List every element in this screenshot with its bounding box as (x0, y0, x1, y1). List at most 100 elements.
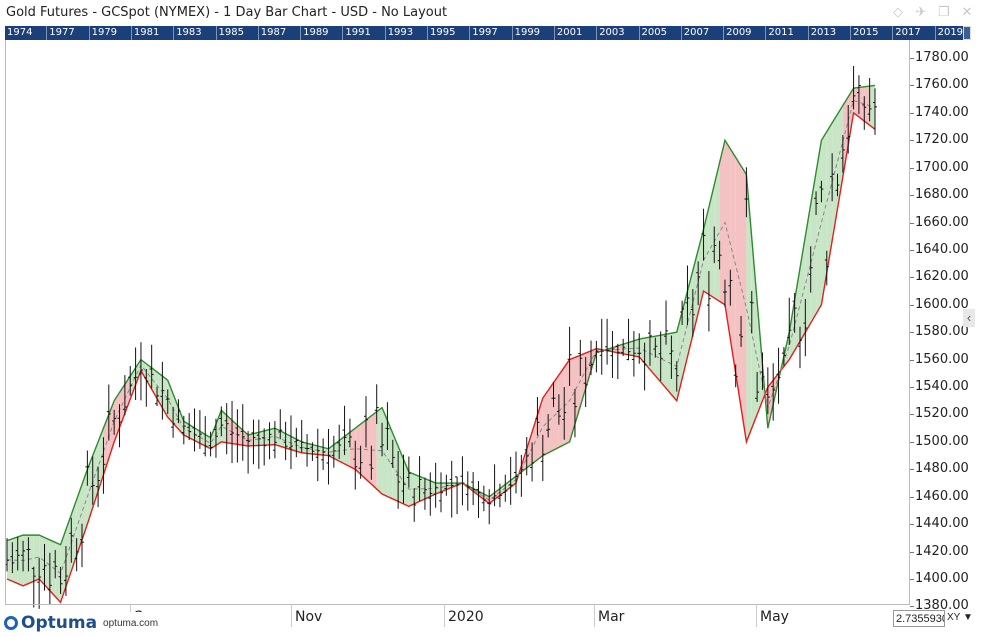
price-tick-label: 1660.00 (915, 214, 969, 230)
side-panel-toggle[interactable]: ‹ (963, 309, 975, 327)
price-tick-label: 1380.00 (915, 598, 969, 614)
bull-band-segment (290, 436, 297, 452)
bull-band-segment (655, 335, 661, 382)
bear-band-segment (858, 86, 865, 122)
bear-band-segment (719, 140, 725, 305)
bull-band-segment (258, 430, 265, 446)
bull-band-segment (676, 311, 683, 401)
price-tick (910, 387, 914, 389)
timeline-tick (215, 26, 217, 40)
price-tick (910, 249, 914, 251)
bear-band-segment (864, 86, 870, 126)
pin-icon[interactable]: ✈ (915, 4, 927, 19)
timeline-tick (130, 26, 132, 40)
timeline-year-label: 2015 (853, 27, 879, 38)
date-tick-label: Nov (295, 609, 323, 625)
date-tick (291, 604, 292, 627)
bull-band-segment (178, 407, 184, 436)
bear-band-segment (237, 425, 243, 446)
bear-band-segment (580, 353, 586, 407)
bull-band-segment (424, 478, 431, 499)
bull-band-segment (430, 480, 436, 497)
price-tick-label: 1720.00 (915, 132, 969, 148)
timeline-tick (596, 26, 598, 40)
bull-band-segment (805, 204, 811, 333)
bull-band-segment (671, 332, 677, 401)
bear-band-segment (569, 357, 575, 442)
bull-band-segment (39, 535, 45, 585)
bull-band-segment (510, 476, 517, 488)
timeline-year-label: 1985 (218, 27, 244, 38)
timeline-year-label: 1979 (91, 27, 118, 38)
bear-band-segment (553, 374, 559, 451)
bear-band-segment (564, 359, 570, 445)
bear-band-segment (767, 380, 774, 429)
brand-url: optuma.com (103, 617, 159, 629)
timeline-year-label: 1981 (133, 27, 160, 38)
timeline-year-label: 2019 (937, 27, 964, 38)
bull-band-segment (98, 428, 104, 492)
timeline-visible-window[interactable] (963, 26, 971, 40)
price-tick-label: 1780.00 (915, 50, 969, 65)
chevron-down-icon[interactable]: ▼ (963, 612, 973, 623)
timeline-year-label: 1999 (514, 27, 541, 38)
bull-band-segment (794, 268, 800, 351)
timeline-year-label: 2005 (641, 27, 667, 38)
window-controls: ◇ ✈ ❐ ✕ (891, 4, 974, 20)
price-tick-label: 1760.00 (915, 77, 969, 93)
xy-mode-button[interactable]: XY (947, 612, 961, 623)
timeline-year-label: 1974 (7, 27, 33, 38)
bear-band-segment (842, 96, 849, 177)
close-icon[interactable]: ✕ (961, 4, 973, 19)
bull-band-segment (339, 436, 345, 464)
bear-band-segment (232, 420, 238, 445)
bull-band-segment (499, 484, 506, 496)
bull-band-segment (826, 122, 833, 273)
timeline-tick (807, 26, 809, 40)
timeline-year-label: 1997 (472, 27, 498, 38)
bull-band-segment (157, 371, 163, 408)
price-tick (910, 496, 914, 498)
bull-band-segment (382, 407, 388, 497)
bear-band-segment (532, 415, 538, 464)
timeline-year-label: 2001 (556, 27, 583, 38)
timeline-tick (384, 26, 386, 40)
price-tick (910, 222, 914, 224)
timeline-tick (427, 26, 428, 40)
price-tick (910, 524, 914, 526)
price-tick-label: 1520.00 (915, 406, 969, 422)
diamond-icon[interactable]: ◇ (893, 4, 903, 19)
bull-band-segment (194, 427, 200, 444)
timeline-year-label: 2017 (895, 27, 921, 38)
bear-band-segment (730, 148, 736, 374)
bull-band-segment (344, 432, 350, 467)
restore-icon[interactable]: ❐ (938, 4, 950, 19)
bull-band-segment (23, 535, 29, 586)
bear-band-segment (724, 140, 731, 340)
bear-band-segment (542, 390, 549, 456)
bull-band-segment (816, 140, 822, 314)
bull-band-segment (173, 393, 179, 430)
timeline-year-label: 1995 (430, 27, 456, 38)
bull-band-segment (810, 172, 817, 324)
price-tick (910, 112, 914, 114)
timeline-tick (553, 26, 555, 40)
timeline-tick (173, 26, 175, 40)
bull-band-segment (44, 537, 50, 591)
bull-band-segment (789, 300, 795, 360)
price-tick-label: 1620.00 (915, 269, 969, 285)
bull-band-segment (714, 162, 720, 302)
bear-band-segment (617, 344, 624, 354)
bull-band-segment (703, 207, 709, 295)
bear-band-segment (558, 367, 565, 448)
bull-band-segment (639, 338, 645, 364)
timeline-tick (680, 26, 682, 40)
timeline-navigator[interactable]: 1974 1977 1979 1981 1983 1985 1987 1989 1991 1993… (5, 26, 971, 40)
bull-band-segment (666, 333, 672, 395)
title-bar: Gold Futures - GCSpot (NYMEX) - 1 Day Ba… (0, 0, 982, 26)
timeline-year-label: 2011 (768, 27, 794, 38)
price-tick-label: 1560.00 (915, 351, 969, 367)
price-tick (910, 469, 914, 471)
timeline-tick (511, 26, 513, 40)
